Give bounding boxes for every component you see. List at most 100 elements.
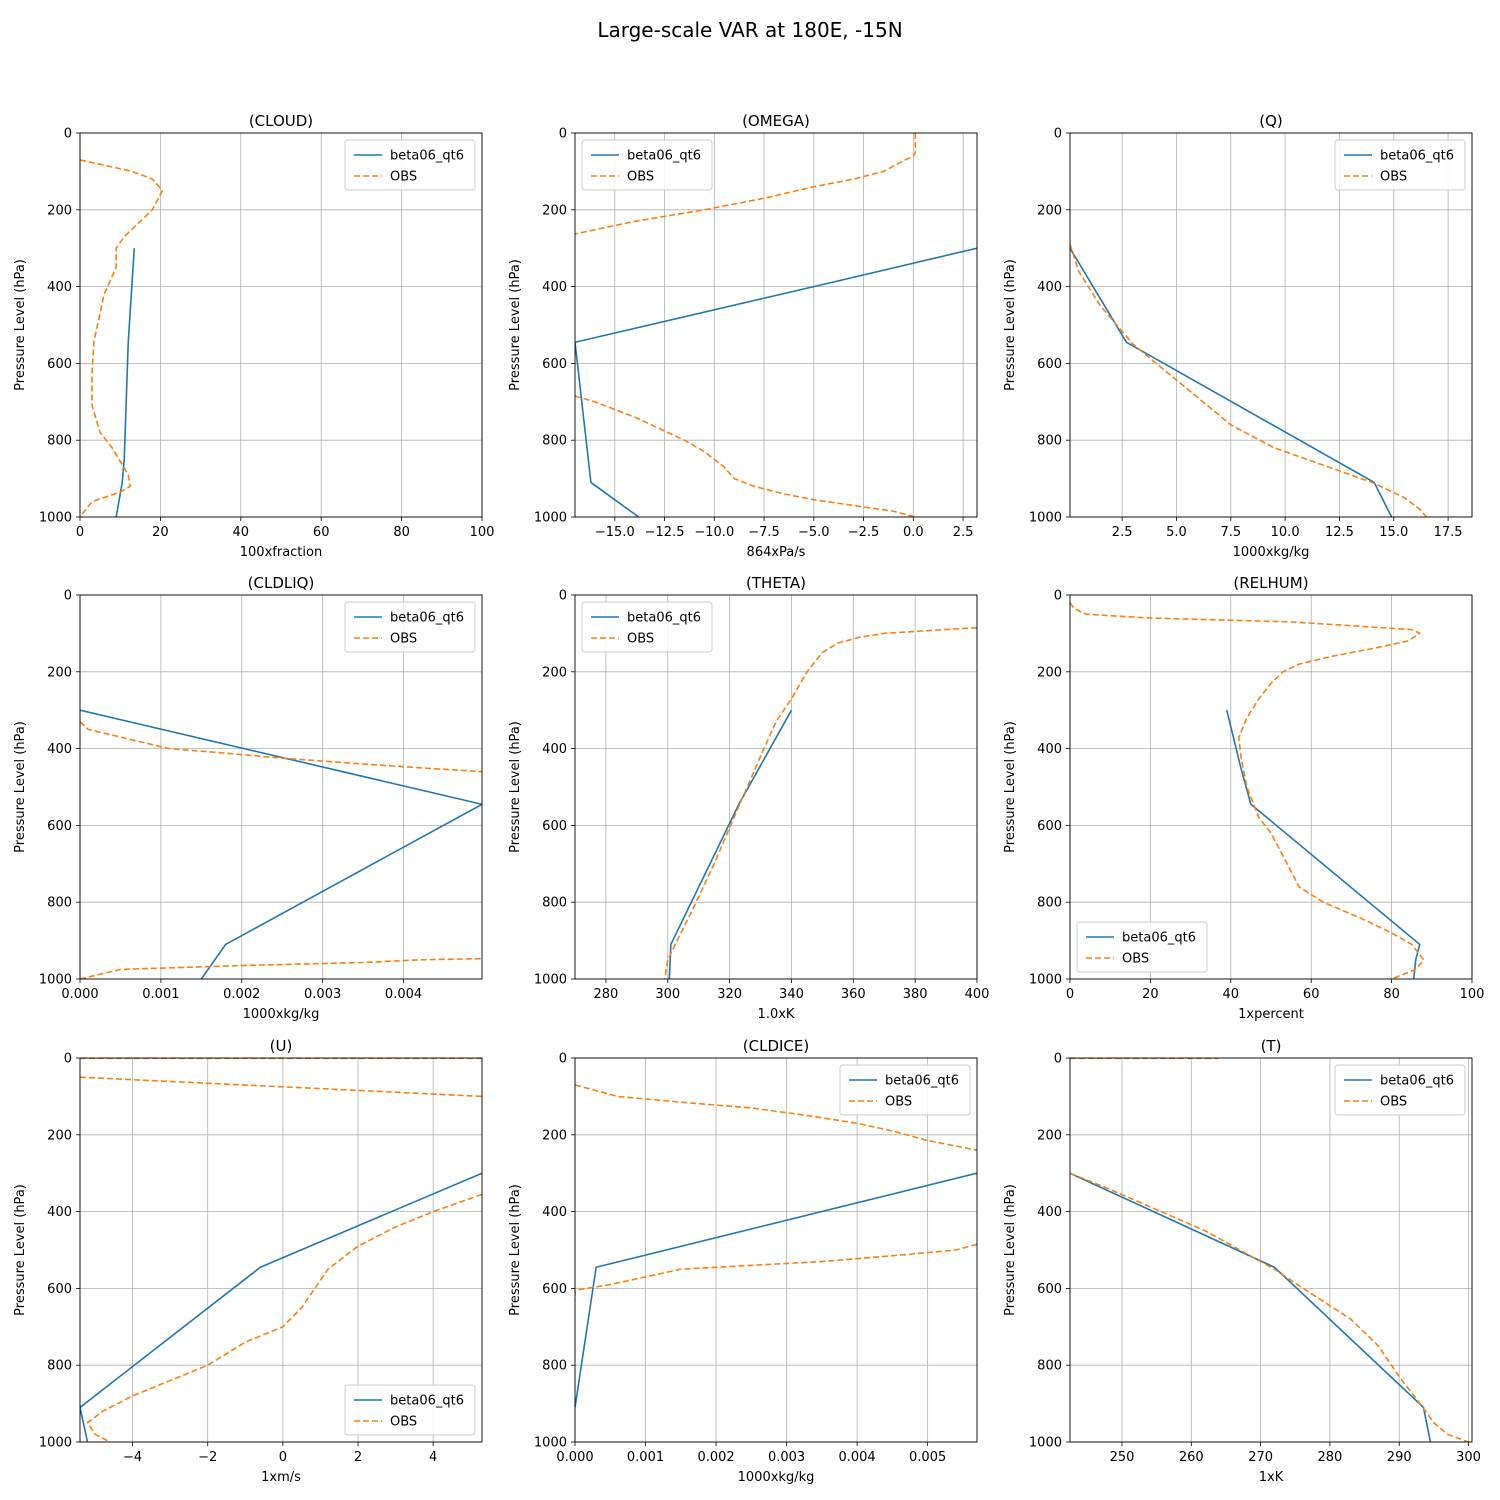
series-group xyxy=(80,709,482,979)
x-tick-label: −4 xyxy=(123,1450,142,1465)
model-series-line xyxy=(668,709,793,979)
model-series-line xyxy=(80,709,482,979)
legend-box xyxy=(1334,1064,1466,1116)
legend: beta06_qt6 OBS xyxy=(1076,921,1208,973)
axes-frame xyxy=(574,132,978,518)
chart-panel-9: 250 260 270 280 290 300 0 200 400 600 800 1000 (T) 1x… xyxy=(1003,1037,1481,1485)
y-axis-label: Pressure Level (hPa) xyxy=(1003,259,1018,391)
y-tick-label: 1000 xyxy=(1029,1436,1062,1451)
model-series-line xyxy=(575,247,977,517)
y-tick-label: 0 xyxy=(64,589,72,604)
y-tick-label: 200 xyxy=(1037,203,1062,218)
x-axis-label: 1xpercent xyxy=(1238,1007,1304,1022)
y-tick-label: 400 xyxy=(542,280,567,295)
y-axis-label: Pressure Level (hPa) xyxy=(508,721,523,853)
y-tick-label: 0 xyxy=(559,1052,567,1067)
y-tick-label: 600 xyxy=(47,357,72,372)
x-tick-label: 12.5 xyxy=(1325,525,1354,540)
legend: beta06_qt6 OBS xyxy=(839,1064,971,1116)
y-tick-label: 600 xyxy=(1037,1282,1062,1297)
axes-frame xyxy=(574,1057,978,1443)
x-tick-label: 0.000 xyxy=(556,1450,593,1465)
x-tick-label: −2.5 xyxy=(848,525,880,540)
axes-frame xyxy=(1069,1057,1473,1443)
y-tick-label: 600 xyxy=(47,1282,72,1297)
chart-panel-5: 280 300 320 340 360 380 400 0 200 400 600 800 1000 (T… xyxy=(508,574,989,1022)
x-tick-label: 0.0 xyxy=(903,525,924,540)
panel-title: (CLDICE) xyxy=(743,1037,809,1055)
chart-panel-2: −15.0 −12.5 −10.0 −7.5 −5.0 −2.5 0.0 2.5 0 200 400… xyxy=(508,112,978,560)
y-tick-label: 600 xyxy=(542,357,567,372)
panel-title: (Q) xyxy=(1259,112,1283,130)
x-tick-label: 60 xyxy=(313,525,330,540)
x-tick-label: 20 xyxy=(1142,987,1159,1002)
y-axis-label: Pressure Level (hPa) xyxy=(1003,1184,1018,1316)
x-tick-label: 17.5 xyxy=(1434,525,1463,540)
series-group xyxy=(80,159,164,517)
y-axis-label: Pressure Level (hPa) xyxy=(1003,721,1018,853)
y-tick-label: 800 xyxy=(47,896,72,911)
axes-frame xyxy=(1069,132,1473,518)
x-tick-label: 400 xyxy=(965,987,990,1002)
y-axis-label: Pressure Level (hPa) xyxy=(13,1184,28,1316)
chart-panel-7: −4 −2 0 2 4 0 200 400 600 800 1000 (U) 1xm/s Pressure… xyxy=(13,1037,483,1485)
x-axis-label: 1.0xK xyxy=(758,1007,795,1022)
y-tick-label: 800 xyxy=(1037,896,1062,911)
series-group xyxy=(1070,244,1427,517)
y-tick-label: 400 xyxy=(47,742,72,757)
legend-label: beta06_qt6 xyxy=(627,611,701,626)
legend-label: OBS xyxy=(885,1095,912,1110)
x-tick-label: 380 xyxy=(903,987,928,1002)
obs-series-line xyxy=(1070,1172,1469,1442)
series-group xyxy=(80,1058,482,1442)
x-tick-label: 40 xyxy=(1223,987,1240,1002)
y-tick-label: 400 xyxy=(47,1205,72,1220)
series-group xyxy=(1070,1058,1469,1442)
panel-title: (CLDLIQ) xyxy=(248,574,315,592)
chart-panel-6: 0 20 40 60 80 10002004006008001000(RELHUM)1xp… xyxy=(1003,574,1484,1022)
legend-label: beta06_qt6 xyxy=(1122,931,1196,946)
x-tick-label: 4 xyxy=(429,1450,437,1465)
x-tick-label: 360 xyxy=(841,987,866,1002)
obs-series-line xyxy=(575,133,917,235)
x-tick-label: 250 xyxy=(1110,1450,1135,1465)
legend-label: OBS xyxy=(390,1415,417,1430)
obs-series-line xyxy=(1070,244,1427,517)
panel-title: (U) xyxy=(270,1037,293,1055)
series-group xyxy=(663,626,977,979)
panels: 0 20 40 60 80 10002004006008001000(CLOUD)100x… xyxy=(13,112,1484,1485)
y-tick-label: 800 xyxy=(542,1359,567,1374)
y-tick-label: 200 xyxy=(47,665,72,680)
y-tick-label: 800 xyxy=(542,896,567,911)
x-tick-label: 0.001 xyxy=(142,987,179,1002)
legend-label: beta06_qt6 xyxy=(1380,149,1454,164)
y-tick-label: 1000 xyxy=(534,973,567,988)
y-tick-label: 200 xyxy=(542,665,567,680)
y-tick-label: 1000 xyxy=(534,511,567,526)
y-tick-label: 600 xyxy=(47,819,72,834)
x-tick-label: 80 xyxy=(1383,987,1400,1002)
y-tick-label: 0 xyxy=(64,1052,72,1067)
obs-series-line xyxy=(663,626,977,979)
y-tick-label: 400 xyxy=(1037,1205,1062,1220)
legend-label: OBS xyxy=(390,632,417,647)
y-tick-label: 0 xyxy=(1054,127,1062,142)
series-group xyxy=(575,1084,977,1408)
x-tick-label: 7.5 xyxy=(1220,525,1241,540)
x-tick-label: 0.003 xyxy=(304,987,341,1002)
panel-title: (OMEGA) xyxy=(742,112,810,130)
x-tick-label: −7.5 xyxy=(748,525,780,540)
chart-panel-1: 0 20 40 60 80 10002004006008001000(CLOUD)100x… xyxy=(13,112,494,560)
model-series-line xyxy=(115,248,136,517)
x-tick-label: 0.004 xyxy=(838,1450,875,1465)
legend-label: beta06_qt6 xyxy=(627,149,701,164)
x-axis-label: 864xPa/s xyxy=(747,545,806,560)
legend: beta06_qt6 OBS xyxy=(344,1384,476,1436)
x-tick-label: 0 xyxy=(76,525,84,540)
x-tick-label: 40 xyxy=(233,525,250,540)
x-axis-label: 1xK xyxy=(1259,1470,1284,1485)
model-series-line xyxy=(575,1172,977,1408)
legend-label: OBS xyxy=(390,170,417,185)
x-tick-label: 0.002 xyxy=(697,1450,734,1465)
